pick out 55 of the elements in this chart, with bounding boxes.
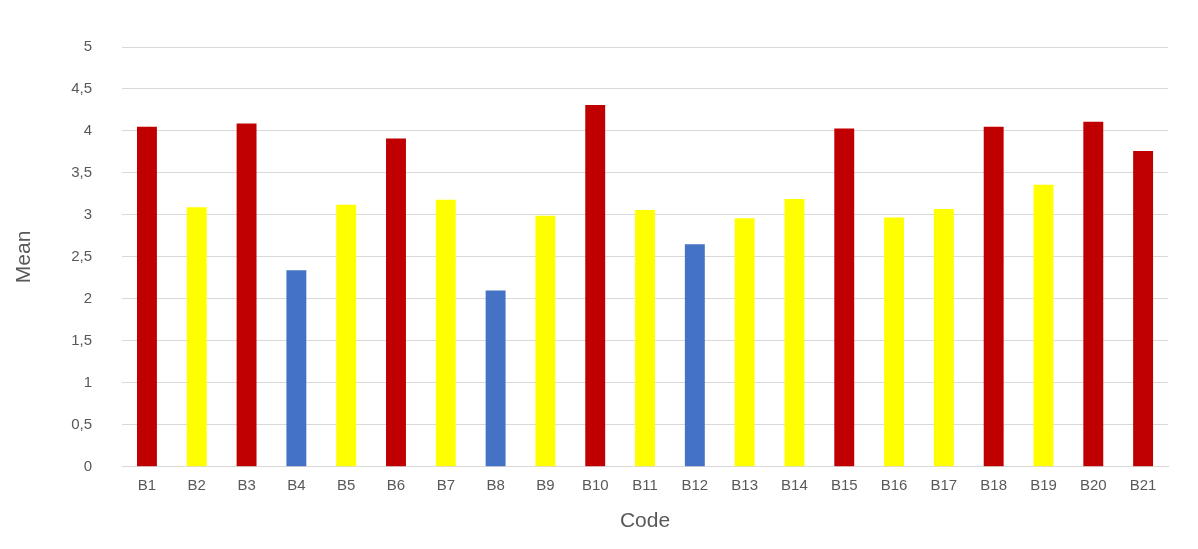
y-tick-label: 5 (83, 37, 93, 55)
x-tick-label: B19 (1030, 475, 1057, 493)
bar (236, 123, 257, 467)
bar (186, 207, 207, 467)
bar (535, 215, 556, 467)
y-tick-label: 2 (83, 289, 93, 307)
x-tick-label: B12 (681, 475, 709, 493)
y-tick-label: 1 (83, 372, 93, 390)
x-tick-label: B6 (386, 475, 406, 493)
y-tick-label: 4,5 (71, 79, 93, 97)
x-tick-label: B11 (632, 475, 658, 493)
x-tick-label: B5 (337, 475, 356, 493)
y-tick-label: 1,5 (71, 331, 93, 348)
y-tick-label: 0,5 (71, 414, 93, 432)
bar (386, 138, 406, 467)
bar (884, 217, 905, 467)
bar (1083, 121, 1104, 467)
x-tick-label: B2 (187, 475, 206, 493)
y-tick-label: 0 (83, 456, 93, 474)
bar (635, 209, 655, 467)
bar (485, 290, 506, 467)
x-tick-label: B8 (486, 475, 505, 493)
x-tick-label: B16 (880, 475, 908, 493)
bar (1033, 184, 1054, 467)
bar (734, 218, 755, 467)
x-axis-title: Code (619, 508, 671, 532)
bar (336, 204, 357, 467)
x-tick-label: B9 (536, 475, 555, 493)
x-tick-label: B14 (781, 475, 808, 493)
bar (136, 126, 157, 467)
y-tick-label: 2,5 (71, 247, 93, 265)
x-tick-label: B7 (436, 475, 455, 493)
bar (435, 199, 456, 467)
x-tick-label: B3 (237, 475, 256, 493)
y-tick-label: 3 (83, 205, 93, 223)
y-tick-label: 4 (83, 121, 93, 139)
bar (983, 126, 1004, 467)
x-tick-label: B21 (1129, 475, 1157, 493)
x-tick-label: B15 (830, 475, 858, 493)
x-tick-label: B17 (930, 475, 958, 493)
bar (784, 198, 805, 467)
bar (1133, 151, 1154, 467)
bar (286, 270, 307, 467)
x-tick-label: B20 (1079, 475, 1107, 493)
x-tick-label: B1 (137, 475, 157, 493)
bar (684, 244, 705, 467)
bar (834, 128, 855, 467)
bar (585, 104, 606, 467)
x-tick-label: B10 (581, 475, 609, 493)
x-tick-label: B18 (980, 475, 1008, 493)
y-tick-label: 3,5 (71, 163, 93, 181)
bar (933, 209, 954, 467)
x-tick-label: B13 (731, 475, 758, 493)
x-tick-label: B4 (287, 475, 306, 493)
y-axis-title: Mean (11, 230, 35, 284)
